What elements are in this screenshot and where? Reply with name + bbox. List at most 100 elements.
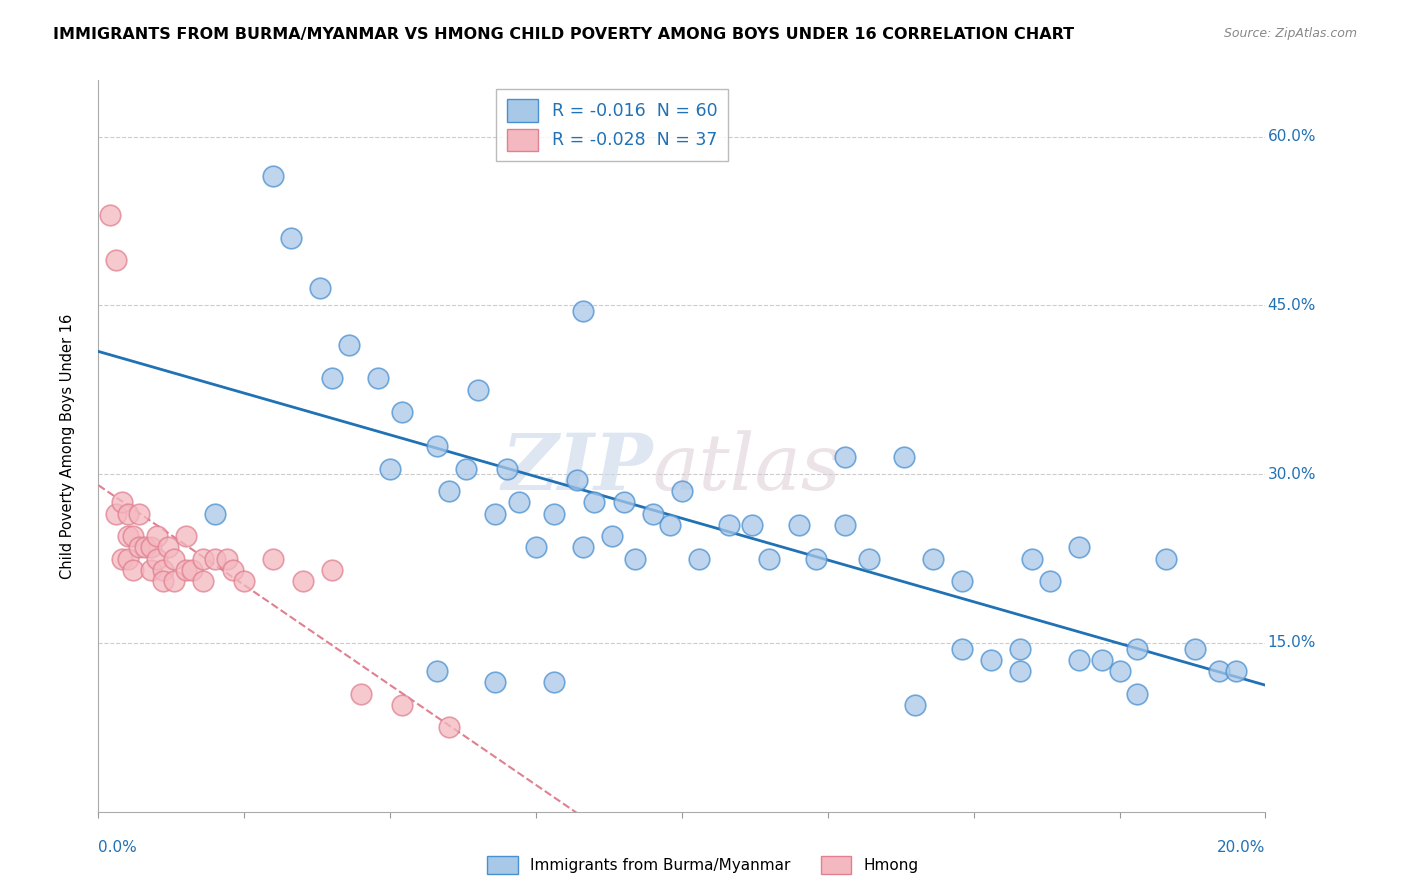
Text: Source: ZipAtlas.com: Source: ZipAtlas.com: [1223, 27, 1357, 40]
Text: 45.0%: 45.0%: [1268, 298, 1316, 313]
Point: [215, 551, 238, 566]
Point: [139, 563, 162, 577]
Point: [367, 371, 389, 385]
Point: [565, 473, 588, 487]
Point: [122, 563, 145, 577]
Point: [1108, 664, 1130, 678]
Point: [152, 563, 174, 577]
Point: [467, 383, 489, 397]
Point: [309, 281, 332, 295]
Point: [641, 507, 664, 521]
Point: [659, 517, 682, 532]
Legend: R = -0.016  N = 60, R = -0.028  N = 37: R = -0.016 N = 60, R = -0.028 N = 37: [496, 89, 728, 161]
Point: [571, 541, 593, 555]
Point: [193, 551, 215, 566]
Point: [291, 574, 314, 588]
Point: [858, 551, 880, 566]
Point: [122, 529, 145, 543]
Point: [204, 551, 226, 566]
Point: [391, 405, 413, 419]
Point: [717, 517, 740, 532]
Point: [221, 563, 243, 577]
Point: [1091, 653, 1114, 667]
Text: 60.0%: 60.0%: [1268, 129, 1316, 144]
Point: [380, 461, 402, 475]
Point: [904, 698, 927, 712]
Point: [128, 507, 150, 521]
Point: [1225, 664, 1247, 678]
Point: [484, 507, 506, 521]
Point: [612, 495, 634, 509]
Point: [583, 495, 606, 509]
Point: [174, 563, 197, 577]
Point: [1184, 641, 1206, 656]
Point: [950, 574, 973, 588]
Point: [426, 664, 449, 678]
Point: [1010, 641, 1032, 656]
Point: [571, 304, 593, 318]
Point: [98, 208, 121, 222]
Point: [139, 541, 162, 555]
Point: [1126, 687, 1149, 701]
Point: [157, 541, 180, 555]
Y-axis label: Child Poverty Among Boys Under 16: Child Poverty Among Boys Under 16: [60, 313, 75, 579]
Point: [787, 517, 810, 532]
Point: [152, 574, 174, 588]
Text: 20.0%: 20.0%: [1218, 839, 1265, 855]
Point: [1021, 551, 1043, 566]
Text: 15.0%: 15.0%: [1268, 635, 1316, 650]
Point: [193, 574, 215, 588]
Point: [111, 495, 134, 509]
Point: [437, 483, 460, 498]
Point: [543, 507, 565, 521]
Point: [117, 507, 139, 521]
Text: IMMIGRANTS FROM BURMA/MYANMAR VS HMONG CHILD POVERTY AMONG BOYS UNDER 16 CORRELA: IMMIGRANTS FROM BURMA/MYANMAR VS HMONG C…: [53, 27, 1074, 42]
Point: [1154, 551, 1177, 566]
Legend: Immigrants from Burma/Myanmar, Hmong: Immigrants from Burma/Myanmar, Hmong: [481, 850, 925, 880]
Point: [180, 563, 202, 577]
Point: [741, 517, 763, 532]
Point: [426, 439, 449, 453]
Point: [834, 517, 856, 532]
Text: 30.0%: 30.0%: [1268, 467, 1316, 482]
Point: [337, 337, 360, 351]
Point: [1010, 664, 1032, 678]
Point: [146, 529, 169, 543]
Point: [163, 551, 186, 566]
Point: [1126, 641, 1149, 656]
Point: [174, 529, 197, 543]
Point: [350, 687, 373, 701]
Point: [524, 541, 547, 555]
Point: [804, 551, 827, 566]
Point: [496, 461, 519, 475]
Point: [262, 169, 284, 183]
Point: [233, 574, 256, 588]
Point: [163, 574, 186, 588]
Text: 0.0%: 0.0%: [98, 839, 138, 855]
Point: [1067, 541, 1090, 555]
Text: ZIP: ZIP: [501, 430, 652, 506]
Point: [134, 541, 156, 555]
Point: [688, 551, 710, 566]
Point: [321, 371, 343, 385]
Point: [146, 551, 169, 566]
Point: [758, 551, 780, 566]
Text: atlas: atlas: [652, 430, 841, 506]
Point: [950, 641, 973, 656]
Point: [204, 507, 226, 521]
Point: [624, 551, 647, 566]
Point: [980, 653, 1002, 667]
Point: [111, 551, 134, 566]
Point: [321, 563, 343, 577]
Point: [454, 461, 477, 475]
Point: [104, 507, 127, 521]
Point: [437, 720, 460, 734]
Point: [1208, 664, 1230, 678]
Point: [117, 551, 139, 566]
Point: [508, 495, 530, 509]
Point: [391, 698, 413, 712]
Point: [543, 675, 565, 690]
Point: [600, 529, 623, 543]
Point: [262, 551, 284, 566]
Point: [834, 450, 856, 465]
